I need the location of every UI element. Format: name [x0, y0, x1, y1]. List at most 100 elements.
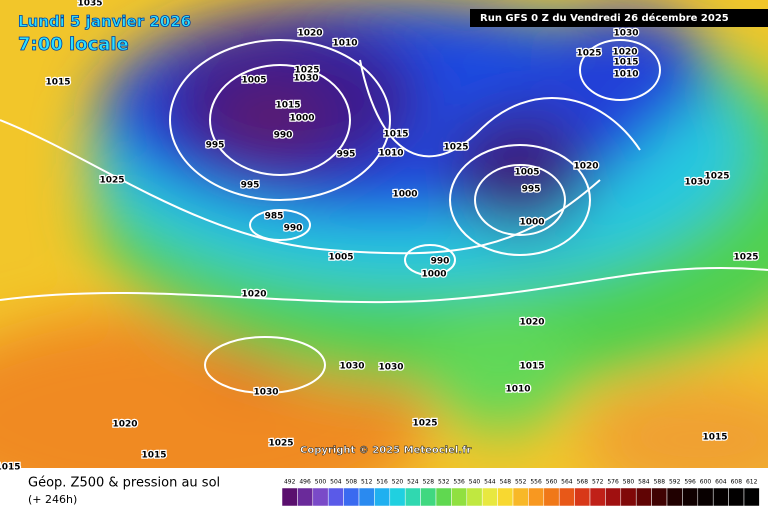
isobar-label: 1005	[241, 76, 266, 86]
scale-swatch	[651, 487, 668, 507]
scale-label: 600	[700, 479, 712, 486]
isobar-label: 1025	[99, 176, 124, 186]
scale-swatch	[743, 487, 760, 507]
isobar-label: 1015	[702, 433, 727, 443]
isobar-label: 1015	[383, 130, 408, 140]
scale-label: 512	[361, 479, 373, 486]
isobar-label: 990	[274, 131, 293, 141]
isobar-label: 1025	[704, 172, 729, 182]
scale-swatch	[481, 487, 498, 507]
isobar-label: 1010	[505, 385, 530, 395]
scale-label: 564	[561, 479, 573, 486]
scale-swatch	[420, 487, 437, 507]
scale-label: 540	[469, 479, 481, 486]
scale-swatch	[666, 487, 683, 507]
isobar-label: 1030	[613, 29, 638, 39]
scale-swatch	[451, 487, 468, 507]
isobar-label: 1025	[268, 439, 293, 449]
scale-label: 580	[623, 479, 635, 486]
scale-label: 528	[423, 479, 435, 486]
scale-label: 588	[654, 479, 666, 486]
scale-swatch	[605, 487, 622, 507]
isobar-label: 1025	[412, 419, 437, 429]
isobar-label: 1020	[519, 318, 544, 328]
scale-swatch	[312, 487, 329, 507]
isobar-label: 1020	[112, 420, 137, 430]
scale-swatch	[574, 487, 591, 507]
isobar-label: 1010	[613, 70, 638, 80]
isobar-label: 1030	[378, 363, 403, 373]
scale-swatch	[728, 487, 745, 507]
isobar-label: 995	[337, 150, 356, 160]
scale-label: 568	[577, 479, 589, 486]
scale-swatch	[281, 487, 298, 507]
isobar-label: 1025	[733, 253, 758, 263]
scale-label: 612	[746, 479, 758, 486]
scale-swatch	[620, 487, 637, 507]
scale-label: 536	[453, 479, 465, 486]
isobar-label: 1030	[293, 74, 318, 84]
copyright: Copyright © 2025 Meteociel.fr	[300, 445, 471, 456]
scale-swatch	[497, 487, 514, 507]
isobar-label: 1025	[294, 66, 319, 76]
scale-label: 592	[669, 479, 681, 486]
scale-label: 544	[484, 479, 496, 486]
scale-swatch	[389, 487, 406, 507]
scale-label: 496	[299, 479, 311, 486]
scale-swatch	[682, 487, 699, 507]
isobar-label: 990	[284, 224, 303, 234]
isobar-label: 1020	[573, 162, 598, 172]
scale-label: 492	[284, 479, 296, 486]
isobar-label: 1030	[684, 178, 709, 188]
scale-label: 596	[684, 479, 696, 486]
scale-label: 608	[731, 479, 743, 486]
isobar-label: 995	[522, 185, 541, 195]
isobar-label: 1030	[253, 388, 278, 398]
scale-swatch	[589, 487, 606, 507]
run-info: Run GFS 0 Z du Vendredi 26 décembre 2025	[480, 12, 729, 24]
isobar-label: 1000	[519, 218, 544, 228]
scale-label: 604	[715, 479, 727, 486]
scale-swatch	[697, 487, 714, 507]
isobar-label: 1015	[0, 463, 21, 473]
scale-label: 508	[346, 479, 358, 486]
isobar-label: 1020	[297, 29, 322, 39]
footer-lead: (+ 246h)	[28, 493, 77, 506]
scale-swatch	[512, 487, 529, 507]
isobar-label: 1035	[77, 0, 102, 9]
scale-label: 556	[530, 479, 542, 486]
scale-label: 500	[315, 479, 327, 486]
scale-swatch	[297, 487, 314, 507]
isobar-label: 1020	[241, 290, 266, 300]
isobar-label: 1015	[519, 362, 544, 372]
forecast-time: 7:00 locale	[18, 34, 129, 55]
isobar-label: 1005	[514, 168, 539, 178]
isobar-label: 995	[241, 181, 260, 191]
isobar-label: 1010	[378, 149, 403, 159]
isobar-label: 995	[206, 141, 225, 151]
isobar-label: 1015	[45, 78, 70, 88]
isobar-label: 1015	[613, 58, 638, 68]
scale-label: 584	[638, 479, 650, 486]
scale-label: 548	[500, 479, 512, 486]
scale-label: 516	[376, 479, 388, 486]
isobar-label: 1015	[141, 451, 166, 461]
scale-swatch	[635, 487, 652, 507]
scale-swatch	[543, 487, 560, 507]
footer-title: Géop. Z500 & pression au sol	[28, 476, 220, 491]
scale-swatch	[712, 487, 729, 507]
isobar-label: 1025	[576, 49, 601, 59]
scale-swatch	[466, 487, 483, 507]
scale-swatch	[558, 487, 575, 507]
scale-swatch	[327, 487, 344, 507]
run-box	[470, 9, 768, 27]
isobar-label: 1000	[421, 270, 446, 280]
scale-label: 532	[438, 479, 450, 486]
forecast-date: Lundi 5 janvier 2026	[18, 13, 191, 31]
scale-swatch	[528, 487, 545, 507]
isobar-label: 985	[265, 212, 284, 222]
scale-label: 552	[515, 479, 527, 486]
isobar-label: 990	[431, 257, 450, 267]
scale-label: 560	[546, 479, 558, 486]
